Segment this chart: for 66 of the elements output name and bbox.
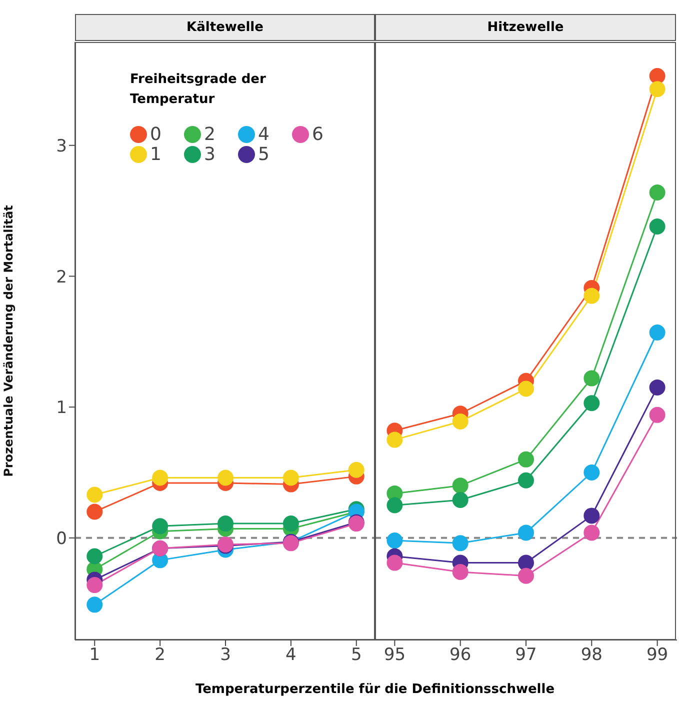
- point: [452, 535, 468, 552]
- point: [452, 492, 468, 508]
- point: [584, 524, 600, 541]
- x-tick-label: 97: [515, 645, 537, 666]
- point: [649, 218, 666, 235]
- point: [386, 554, 403, 571]
- point: [386, 497, 403, 514]
- point: [518, 524, 534, 541]
- point: [584, 370, 600, 386]
- point: [86, 548, 103, 564]
- x-tick-label: 98: [580, 645, 602, 666]
- x-tick-label: 2: [154, 645, 166, 666]
- point: [86, 577, 103, 594]
- x-tick-label: 5: [350, 645, 362, 666]
- x-tick-label: 3: [220, 645, 231, 666]
- legend-label: 3: [204, 144, 216, 164]
- point: [518, 472, 534, 488]
- point: [218, 470, 234, 486]
- x-tick-label: 99: [646, 645, 668, 666]
- point: [282, 470, 299, 486]
- y-tick-label: 1: [56, 398, 67, 418]
- legend-label: 5: [258, 144, 270, 164]
- point: [649, 406, 666, 423]
- point: [452, 413, 468, 430]
- point: [86, 486, 103, 503]
- legend-label: 6: [312, 124, 324, 144]
- y-tick-label: 0: [56, 528, 67, 549]
- point: [386, 432, 403, 448]
- y-tick-label: 2: [56, 267, 67, 288]
- point: [518, 568, 534, 584]
- point: [452, 478, 468, 494]
- legend-title: Freiheitsgrade der Temperatur: [130, 71, 267, 109]
- x-tick-label: 96: [450, 645, 472, 666]
- point: [649, 81, 666, 98]
- point: [348, 462, 364, 478]
- point: [86, 596, 103, 613]
- point: [386, 532, 403, 549]
- chart-title: Hitzewelle: [375, 14, 676, 41]
- y-axis-title: Prozentuale Veränderung der Mortalität: [1, 204, 16, 477]
- point: [649, 379, 666, 396]
- legend-label: 0: [150, 124, 162, 144]
- x-tick-label: 1: [89, 645, 100, 666]
- point: [584, 508, 600, 524]
- x-axis-title: Temperaturperzentile für die Definitionsschwelle: [194, 682, 556, 697]
- point: [152, 470, 168, 486]
- point: [649, 184, 666, 200]
- point: [649, 68, 666, 84]
- point: [584, 464, 600, 481]
- point: [518, 380, 534, 397]
- legend-label: 2: [204, 124, 216, 144]
- point: [518, 451, 534, 468]
- legend-label: 4: [258, 124, 270, 144]
- point: [218, 516, 234, 532]
- point: [452, 564, 468, 580]
- point: [649, 324, 666, 340]
- point: [152, 518, 168, 534]
- x-tick-label: 4: [286, 645, 296, 666]
- x-tick-label: 95: [384, 645, 406, 666]
- point: [518, 554, 534, 571]
- point: [86, 504, 103, 520]
- point: [584, 395, 600, 412]
- legend-label: 1: [150, 144, 162, 164]
- chart-title: Kältewelle: [75, 14, 375, 41]
- point: [584, 288, 600, 304]
- y-tick-label: 3: [56, 136, 67, 156]
- point: [282, 516, 299, 532]
